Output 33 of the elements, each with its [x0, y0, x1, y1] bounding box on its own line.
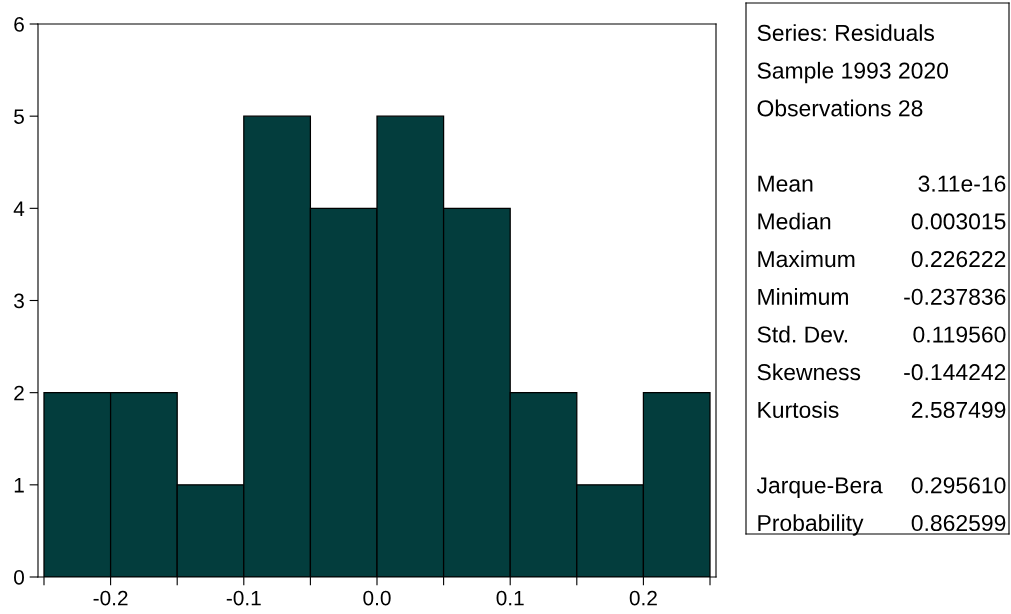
text: 3.11e-16: [918, 175, 1006, 192]
text: Jarque-Bera: [756, 477, 883, 498]
text: Skewness: [757, 363, 861, 381]
x-tick-label: 0.0: [363, 590, 391, 606]
text: Sample 1993 2020: [757, 61, 949, 84]
x-tick-label: 0.1: [496, 590, 524, 606]
y-tick-label: 2: [14, 385, 24, 401]
text: Probability: [758, 514, 864, 536]
y-tick-label: 1: [14, 478, 24, 493]
text: Mean: [758, 175, 813, 192]
text: -0.237836: [904, 288, 1006, 305]
x-tick-label: -0.2: [93, 590, 128, 606]
text: 0.003015: [911, 213, 1006, 230]
text: 0.862599: [911, 514, 1006, 532]
text: Series: Residuals: [757, 24, 935, 42]
text: Std. Dev.: [757, 325, 847, 343]
x-tick-label: 0.2: [629, 590, 657, 606]
text: Observations 28: [757, 99, 923, 117]
text: -0.144242: [904, 364, 1006, 381]
y-tick-label: 4: [13, 201, 25, 216]
text: 2.587499: [911, 401, 1006, 419]
y-tick-label: 5: [14, 109, 24, 124]
text: Kurtosis: [758, 401, 839, 419]
y-tick-label: 3: [14, 293, 24, 309]
x-tick-label: -0.1: [226, 590, 261, 606]
text: 0.226222: [911, 250, 1006, 268]
y-tick-label: 0: [14, 570, 24, 585]
y-tick-label: 6: [14, 17, 24, 32]
text: 0.119560: [913, 326, 1006, 343]
text: 0.295610: [911, 477, 1006, 494]
text: Median: [758, 212, 831, 230]
text: Minimum: [758, 288, 848, 305]
text: Maximum: [758, 250, 855, 268]
